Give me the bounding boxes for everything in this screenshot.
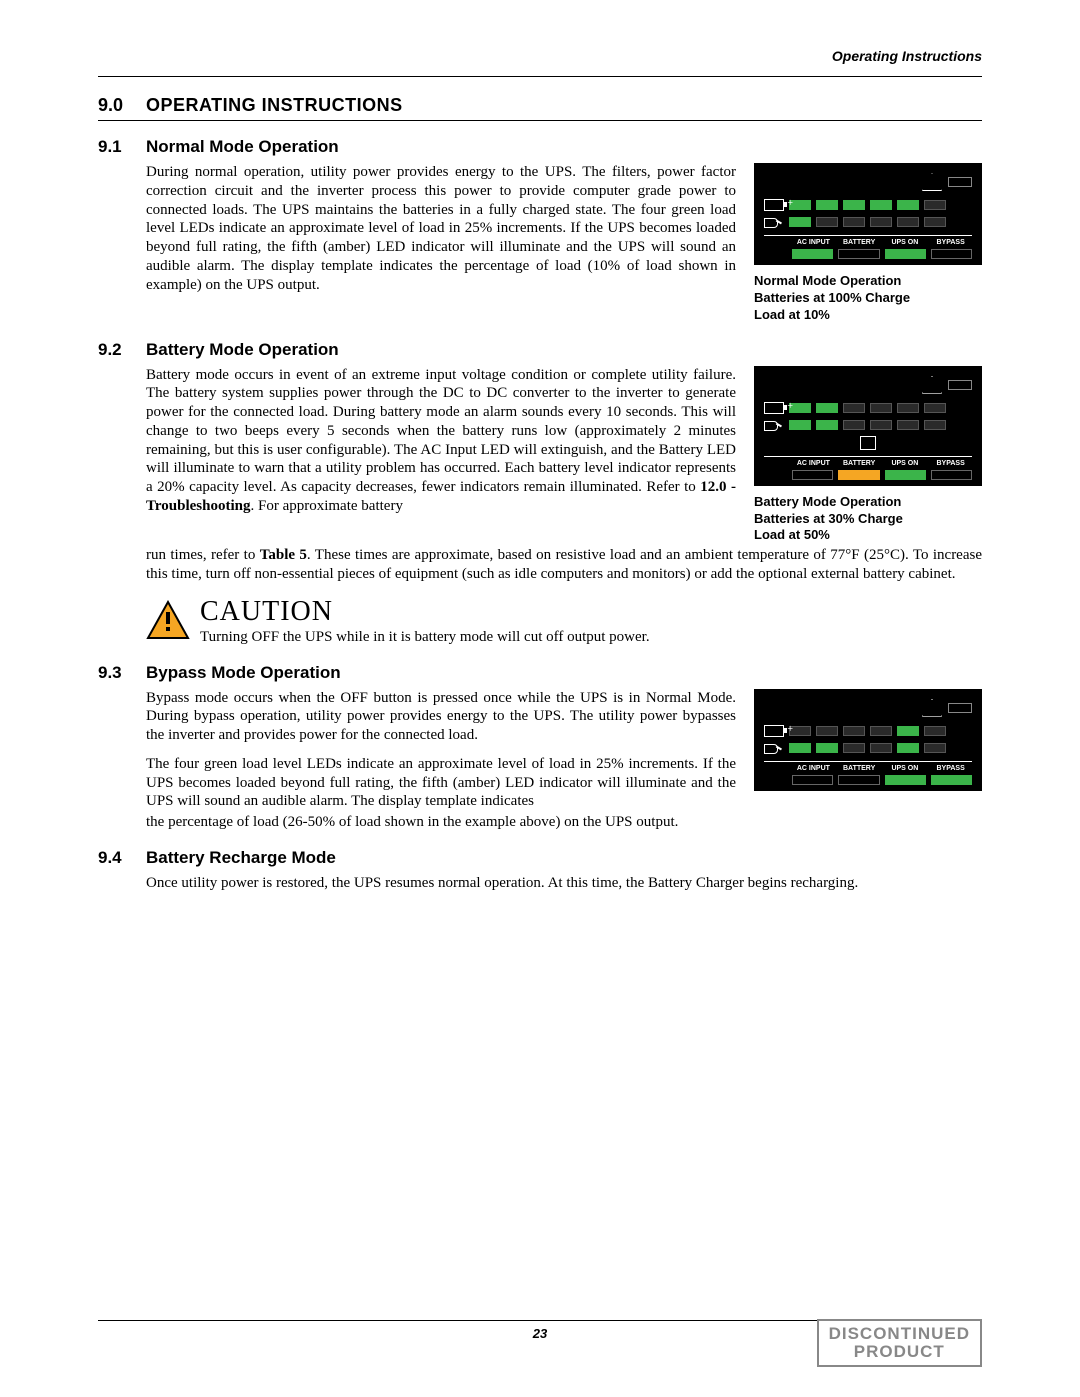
led <box>897 217 919 227</box>
led <box>816 726 838 736</box>
led <box>924 200 946 210</box>
led <box>870 403 892 413</box>
led <box>789 217 811 227</box>
paragraph: run times, refer to Table 5. These times… <box>146 546 982 584</box>
heading-rule <box>98 120 982 121</box>
led <box>924 217 946 227</box>
led <box>843 420 865 430</box>
led <box>792 249 833 259</box>
led <box>924 743 946 753</box>
led-panel: + <box>754 163 982 265</box>
led <box>870 200 892 210</box>
heading-number: 9.4 <box>98 848 146 868</box>
led <box>931 249 972 259</box>
led <box>816 743 838 753</box>
paragraph: the percentage of load (26-50% of load s… <box>146 813 982 832</box>
caution-title: CAUTION <box>200 596 650 628</box>
led <box>838 470 879 480</box>
battery-icon: + <box>764 402 784 414</box>
paragraph: The four green load level LEDs indicate … <box>146 755 736 811</box>
led <box>870 726 892 736</box>
heading-number: 9.0 <box>98 95 146 116</box>
led <box>789 420 811 430</box>
heading-text: OPERATING INSTRUCTIONS <box>146 95 403 116</box>
figure-bypass-mode: + <box>754 689 982 791</box>
led <box>924 726 946 736</box>
heading-text: Battery Mode Operation <box>146 340 339 360</box>
figure-caption: Battery Mode Operation Batteries at 30% … <box>754 494 982 545</box>
heading-9-3: 9.3 Bypass Mode Operation <box>98 663 982 683</box>
heading-text: Normal Mode Operation <box>146 137 339 157</box>
figure-caption: Normal Mode Operation Batteries at 100% … <box>754 273 982 324</box>
indicator-icon <box>948 380 972 390</box>
led <box>843 403 865 413</box>
led <box>816 217 838 227</box>
heading-9-1: 9.1 Normal Mode Operation <box>98 137 982 157</box>
heading-9-0: 9.0 OPERATING INSTRUCTIONS <box>98 95 982 116</box>
heading-text: Bypass Mode Operation <box>146 663 341 683</box>
plug-icon <box>764 741 784 755</box>
led <box>816 200 838 210</box>
led <box>792 470 833 480</box>
battery-icon: + <box>764 199 784 211</box>
led <box>885 249 926 259</box>
battery-icon: + <box>764 725 784 737</box>
led <box>924 420 946 430</box>
led <box>843 743 865 753</box>
heading-9-2: 9.2 Battery Mode Operation <box>98 340 982 360</box>
led <box>897 403 919 413</box>
led <box>931 775 972 785</box>
led <box>838 775 879 785</box>
led <box>816 403 838 413</box>
paragraph: Once utility power is restored, the UPS … <box>146 874 982 893</box>
caution-text: Turning OFF the UPS while in it is batte… <box>200 628 650 647</box>
discontinued-watermark: DISCONTINUED PRODUCT <box>817 1319 982 1367</box>
led <box>789 743 811 753</box>
led-panel: + <box>754 366 982 486</box>
heading-9-4: 9.4 Battery Recharge Mode <box>98 848 982 868</box>
paragraph: During normal operation, utility power p… <box>146 163 736 294</box>
led <box>931 470 972 480</box>
caution-triangle-icon <box>146 600 190 640</box>
plug-icon <box>764 418 784 432</box>
led <box>843 726 865 736</box>
header-section-title: Operating Instructions <box>832 48 982 64</box>
led <box>870 420 892 430</box>
led <box>897 200 919 210</box>
led <box>897 726 919 736</box>
panel-labels: AC INPUT BATTERY UPS ON BYPASS <box>764 765 972 772</box>
heading-text: Battery Recharge Mode <box>146 848 336 868</box>
led <box>843 217 865 227</box>
warning-triangle-icon <box>922 173 942 191</box>
paragraph: Bypass mode occurs when the OFF button i… <box>146 689 736 745</box>
panel-labels: AC INPUT BATTERY UPS ON BYPASS <box>764 239 972 246</box>
led <box>924 403 946 413</box>
warning-triangle-icon <box>922 699 942 717</box>
panel-labels: AC INPUT BATTERY UPS ON BYPASS <box>764 460 972 467</box>
indicator-icon <box>948 703 972 713</box>
warning-triangle-icon <box>922 376 942 394</box>
indicator-icon <box>948 177 972 187</box>
caution-block: CAUTION Turning OFF the UPS while in it … <box>146 596 982 647</box>
paragraph: Battery mode occurs in event of an extre… <box>146 366 736 516</box>
led <box>885 470 926 480</box>
heading-number: 9.3 <box>98 663 146 683</box>
led <box>816 420 838 430</box>
heading-number: 9.2 <box>98 340 146 360</box>
center-icon <box>860 436 876 450</box>
led <box>843 200 865 210</box>
led <box>870 743 892 753</box>
led <box>897 743 919 753</box>
plug-icon <box>764 215 784 229</box>
top-rule <box>98 76 982 77</box>
led <box>897 420 919 430</box>
led-panel: + <box>754 689 982 791</box>
figure-normal-mode: + <box>754 163 982 324</box>
led <box>870 217 892 227</box>
heading-number: 9.1 <box>98 137 146 157</box>
led <box>885 775 926 785</box>
led <box>792 775 833 785</box>
figure-battery-mode: + <box>754 366 982 545</box>
led <box>838 249 879 259</box>
